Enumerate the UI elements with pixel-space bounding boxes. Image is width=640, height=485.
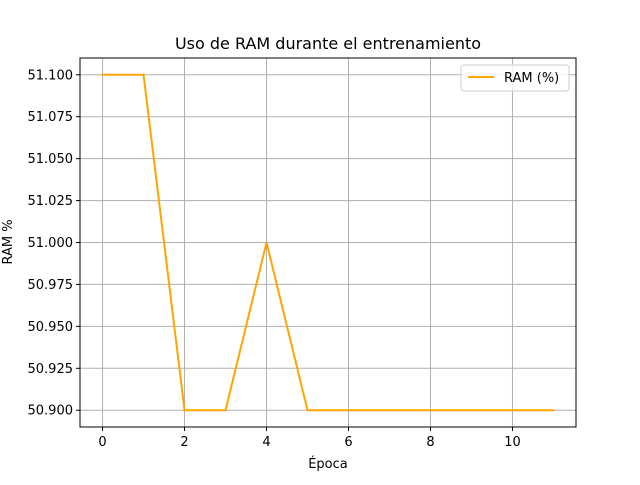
- x-tick-label: 6: [344, 435, 352, 450]
- data-point: [142, 73, 145, 76]
- y-tick-label: 51.050: [28, 152, 74, 167]
- y-tick-label: 51.025: [28, 194, 74, 209]
- x-axis-ticks: 0 2 4 6 8 10: [98, 427, 521, 450]
- x-tick-label: 0: [98, 435, 106, 450]
- data-point: [265, 241, 268, 244]
- data-point: [470, 409, 473, 412]
- data-point: [388, 409, 391, 412]
- y-axis-ticks: 50.900 50.925 50.950 50.975 51.000 51.025 51.0…: [28, 68, 80, 419]
- y-tick-label: 51.000: [28, 236, 74, 251]
- data-point: [552, 409, 555, 412]
- legend-box: [460, 64, 570, 92]
- data-point: [101, 73, 104, 76]
- y-tick-label: 50.925: [28, 362, 74, 377]
- y-tick-label: 50.900: [28, 404, 74, 419]
- series-layer: [101, 73, 555, 412]
- x-tick-label: 10: [504, 435, 521, 450]
- x-tick-label: 4: [262, 435, 270, 450]
- legend-label-ram: RAM (%): [504, 71, 559, 86]
- y-tick-label: 51.075: [28, 110, 74, 125]
- data-point: [183, 409, 186, 412]
- series-line-ram: [102, 73, 554, 412]
- y-tick-label: 50.950: [28, 320, 74, 335]
- data-point: [347, 409, 350, 412]
- x-tick-label: 8: [426, 435, 434, 450]
- grid: [80, 58, 576, 427]
- y-tick-label: 50.975: [28, 278, 74, 293]
- x-tick-label: 2: [180, 435, 188, 450]
- data-point: [306, 409, 309, 412]
- y-axis-label: RAM %: [1, 219, 16, 264]
- legend: RAM (%): [460, 64, 570, 92]
- y-tick-label: 51.100: [28, 68, 74, 83]
- chart-title: Uso de RAM durante el entrenamiento: [175, 34, 481, 53]
- data-point: [511, 409, 514, 412]
- data-point: [224, 409, 227, 412]
- x-axis-label: Época: [308, 456, 348, 472]
- data-point: [429, 409, 432, 412]
